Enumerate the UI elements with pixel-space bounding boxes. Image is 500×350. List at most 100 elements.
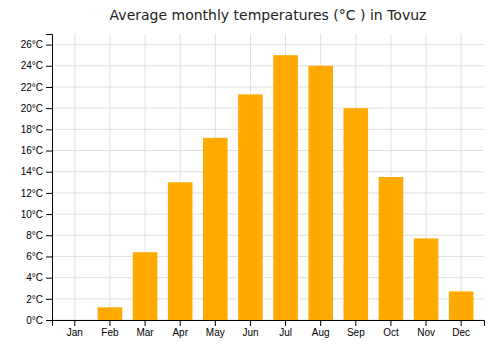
tick: Aug: [312, 320, 330, 338]
tick-label: Dec: [452, 327, 470, 338]
tick-label: 24°C: [21, 60, 43, 71]
tick: 24°C: [21, 60, 52, 71]
tick: 26°C: [21, 39, 52, 50]
tick-mark: [46, 214, 52, 215]
grid-line: [52, 86, 484, 87]
tick: 6°C: [26, 251, 52, 262]
bar: [63, 320, 88, 321]
grid-line: [52, 192, 484, 193]
bar: [273, 55, 298, 320]
tick-label: 8°C: [26, 230, 43, 241]
tick-label: 2°C: [26, 294, 43, 305]
tick-label: Jun: [242, 327, 258, 338]
tick-mark: [109, 320, 110, 326]
tick: 2°C: [26, 294, 52, 305]
y-axis: 0°C2°C4°C6°C8°C10°C12°C14°C16°C18°C20°C2…: [21, 35, 53, 326]
grid-line: [52, 235, 484, 236]
bar: [379, 177, 404, 320]
tick-mark: [74, 320, 75, 326]
tick-mark: [426, 320, 427, 326]
tick-label: Apr: [172, 327, 188, 338]
grid-line: [52, 171, 484, 172]
tick-mark: [46, 299, 52, 300]
tick: Sep: [347, 320, 365, 338]
tick-label: 12°C: [21, 188, 43, 199]
axis-line: [46, 35, 53, 321]
tick-mark: [46, 151, 52, 152]
tick-label: 16°C: [21, 145, 43, 156]
tick-mark: [46, 108, 52, 109]
tick-label: Oct: [383, 327, 399, 338]
bar: [168, 182, 193, 320]
tick-mark: [46, 87, 52, 88]
tick-mark: [285, 320, 286, 326]
tick: Jul: [279, 320, 292, 338]
tick-mark: [180, 320, 181, 326]
tick-label: Mar: [136, 327, 154, 338]
tick-mark: [250, 320, 251, 326]
grid-line: [52, 44, 484, 45]
tick-mark: [320, 320, 321, 326]
tick-label: Sep: [347, 327, 365, 338]
tick-label: 18°C: [21, 124, 43, 135]
bar: [344, 108, 369, 320]
tick-mark: [46, 172, 52, 173]
tick-label: Nov: [417, 327, 435, 338]
grid-line: [52, 65, 484, 66]
tick-mark: [390, 320, 391, 326]
tick-label: Jul: [279, 327, 292, 338]
tick-mark: [215, 320, 216, 326]
bar: [98, 307, 123, 320]
tick: 12°C: [21, 188, 52, 199]
tick-mark: [46, 45, 52, 46]
tick: May: [206, 320, 225, 338]
tick-label: 4°C: [26, 272, 43, 283]
tick-mark: [46, 278, 52, 279]
grid-line: [52, 214, 484, 215]
bar: [203, 138, 228, 320]
tick-label: Jan: [67, 327, 83, 338]
title: Average monthly temperatures (°C ) in To…: [110, 7, 427, 23]
tick-label: Aug: [312, 327, 330, 338]
tick-label: 26°C: [21, 39, 43, 50]
tick-mark: [46, 320, 52, 321]
tick: 8°C: [26, 230, 52, 241]
tick-mark: [46, 129, 52, 130]
tick: 4°C: [26, 272, 52, 283]
tick-mark: [46, 193, 52, 194]
grid-line: [52, 150, 484, 151]
grid: [52, 34, 484, 320]
tick-mark: [461, 320, 462, 326]
tick-label: 22°C: [21, 82, 43, 93]
tick: Feb: [101, 320, 119, 338]
tick: Oct: [383, 320, 399, 338]
tick-label: May: [206, 327, 225, 338]
x-axis: Jan Feb Mar Apr May Jun Jul Aug Sep Oct Nov Dec: [53, 320, 485, 338]
tick: Jan: [67, 320, 83, 338]
tick: 10°C: [21, 209, 52, 220]
tick: 0°C: [26, 315, 52, 326]
tick: Dec: [452, 320, 470, 338]
tick: 16°C: [21, 145, 52, 156]
bar: [238, 94, 263, 320]
grid-line: [52, 108, 484, 109]
tick-label: Feb: [101, 327, 119, 338]
bar: [449, 291, 474, 320]
tick-label: 10°C: [21, 209, 43, 220]
tick-label: 0°C: [26, 315, 43, 326]
tick: 18°C: [21, 124, 52, 135]
grid-line: [74, 34, 75, 320]
tick-label: 20°C: [21, 103, 43, 114]
bar: [414, 238, 439, 320]
bars: [98, 55, 474, 320]
tick: 22°C: [21, 82, 52, 93]
tick: 20°C: [21, 103, 52, 114]
bar: [133, 252, 158, 320]
axis-line: [53, 321, 485, 327]
tick-mark: [46, 66, 52, 67]
grid-line: [461, 34, 462, 320]
tick-mark: [145, 320, 146, 326]
tick-mark: [355, 320, 356, 326]
tick: Mar: [136, 320, 154, 338]
tick: Apr: [172, 320, 188, 338]
